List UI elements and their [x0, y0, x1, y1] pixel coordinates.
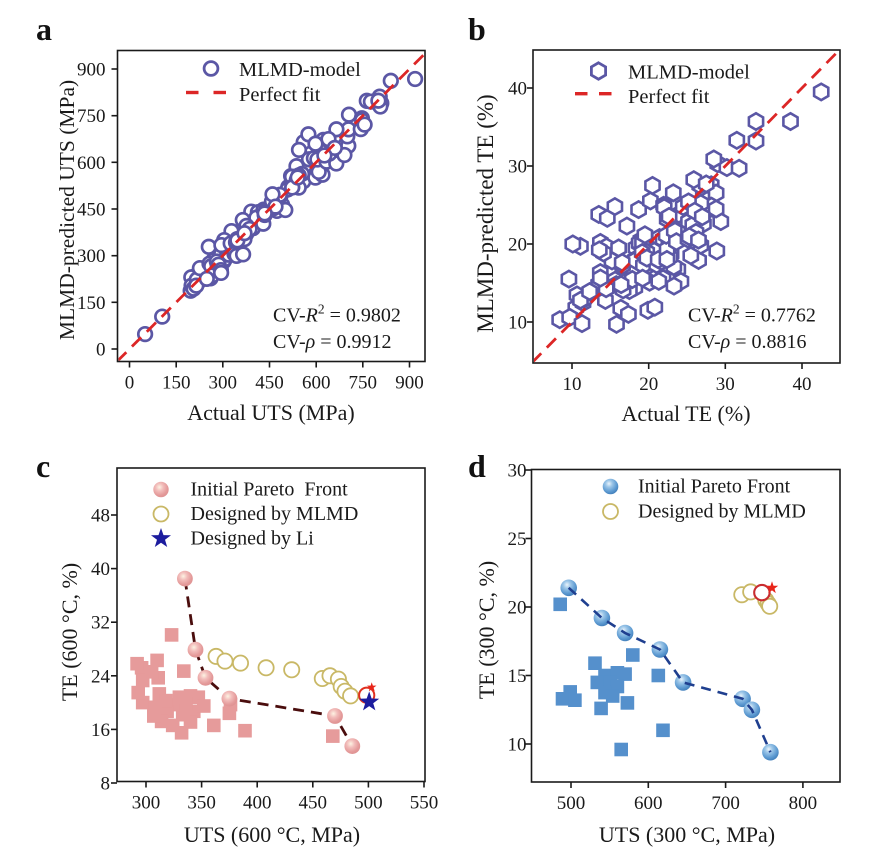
svg-text:300: 300 — [132, 793, 161, 814]
svg-text:Designed by Li: Designed by Li — [191, 528, 315, 550]
svg-text:MLMD-model: MLMD-model — [239, 59, 361, 81]
svg-text:40: 40 — [793, 374, 812, 395]
svg-text:32: 32 — [91, 613, 110, 634]
svg-text:750: 750 — [349, 373, 378, 394]
svg-text:40: 40 — [91, 559, 110, 580]
svg-text:30: 30 — [716, 374, 735, 395]
svg-text:450: 450 — [77, 200, 106, 221]
svg-text:MLMD-predicted TE (%): MLMD-predicted TE (%) — [473, 94, 498, 332]
svg-text:CV-ρ = 0.8816: CV-ρ = 0.8816 — [688, 331, 807, 353]
svg-text:MLMD-model: MLMD-model — [628, 62, 750, 84]
svg-text:CV-R2 = 0.9802: CV-R2 = 0.9802 — [273, 302, 401, 327]
svg-text:25: 25 — [508, 529, 527, 550]
svg-text:20: 20 — [639, 374, 658, 395]
svg-text:600: 600 — [302, 373, 331, 394]
svg-text:15: 15 — [508, 666, 527, 687]
svg-text:10: 10 — [563, 374, 582, 395]
svg-text:700: 700 — [711, 793, 740, 814]
svg-text:TE (600 °C, %): TE (600 °C, %) — [57, 563, 82, 701]
svg-text:800: 800 — [789, 793, 818, 814]
svg-text:d: d — [468, 448, 486, 484]
svg-text:Initial Pareto Front: Initial Pareto Front — [638, 476, 791, 498]
svg-text:550: 550 — [410, 793, 439, 814]
svg-text:450: 450 — [255, 373, 284, 394]
svg-text:16: 16 — [91, 720, 110, 741]
svg-text:30: 30 — [508, 461, 527, 482]
svg-text:750: 750 — [77, 106, 106, 127]
svg-text:48: 48 — [91, 506, 110, 527]
svg-text:350: 350 — [187, 793, 216, 814]
svg-text:c: c — [36, 448, 50, 484]
svg-text:Designed by MLMD: Designed by MLMD — [191, 503, 359, 525]
svg-text:Actual UTS (MPa): Actual UTS (MPa) — [187, 400, 354, 425]
svg-text:20: 20 — [508, 598, 527, 619]
svg-text:Actual TE (%): Actual TE (%) — [621, 401, 750, 426]
svg-text:30: 30 — [508, 157, 527, 178]
svg-text:400: 400 — [243, 793, 272, 814]
svg-text:450: 450 — [299, 793, 328, 814]
svg-text:900: 900 — [395, 373, 424, 394]
svg-text:500: 500 — [557, 793, 586, 814]
svg-text:300: 300 — [77, 246, 106, 267]
svg-text:UTS (600 °C, MPa): UTS (600 °C, MPa) — [184, 822, 360, 847]
svg-text:24: 24 — [91, 666, 111, 687]
svg-text:10: 10 — [508, 735, 527, 756]
svg-text:0: 0 — [125, 373, 135, 394]
svg-text:900: 900 — [77, 60, 106, 81]
svg-text:10: 10 — [508, 313, 527, 334]
svg-text:20: 20 — [508, 235, 527, 256]
svg-text:UTS (300 °C, MPa): UTS (300 °C, MPa) — [599, 822, 775, 847]
svg-text:b: b — [468, 11, 486, 47]
svg-text:Designed by MLMD: Designed by MLMD — [638, 501, 806, 523]
svg-text:150: 150 — [77, 293, 106, 314]
svg-text:600: 600 — [634, 793, 663, 814]
svg-text:300: 300 — [209, 373, 238, 394]
svg-text:600: 600 — [77, 153, 106, 174]
svg-text:0: 0 — [96, 340, 106, 361]
svg-text:a: a — [36, 11, 52, 47]
svg-text:Perfect fit: Perfect fit — [239, 84, 321, 106]
svg-text:MLMD-predicted UTS (MPa): MLMD-predicted UTS (MPa) — [55, 80, 79, 340]
svg-text:40: 40 — [508, 79, 527, 100]
svg-text:CV-ρ = 0.9912: CV-ρ = 0.9912 — [273, 331, 392, 353]
svg-text:CV-R2 = 0.7762: CV-R2 = 0.7762 — [688, 302, 816, 327]
svg-text:Perfect fit: Perfect fit — [628, 86, 710, 108]
svg-text:8: 8 — [101, 774, 111, 795]
svg-text:500: 500 — [354, 793, 383, 814]
svg-text:TE (300 °C, %): TE (300 °C, %) — [474, 561, 499, 699]
svg-text:150: 150 — [162, 373, 191, 394]
svg-text:Initial Pareto Front: Initial Pareto Front — [191, 479, 349, 501]
